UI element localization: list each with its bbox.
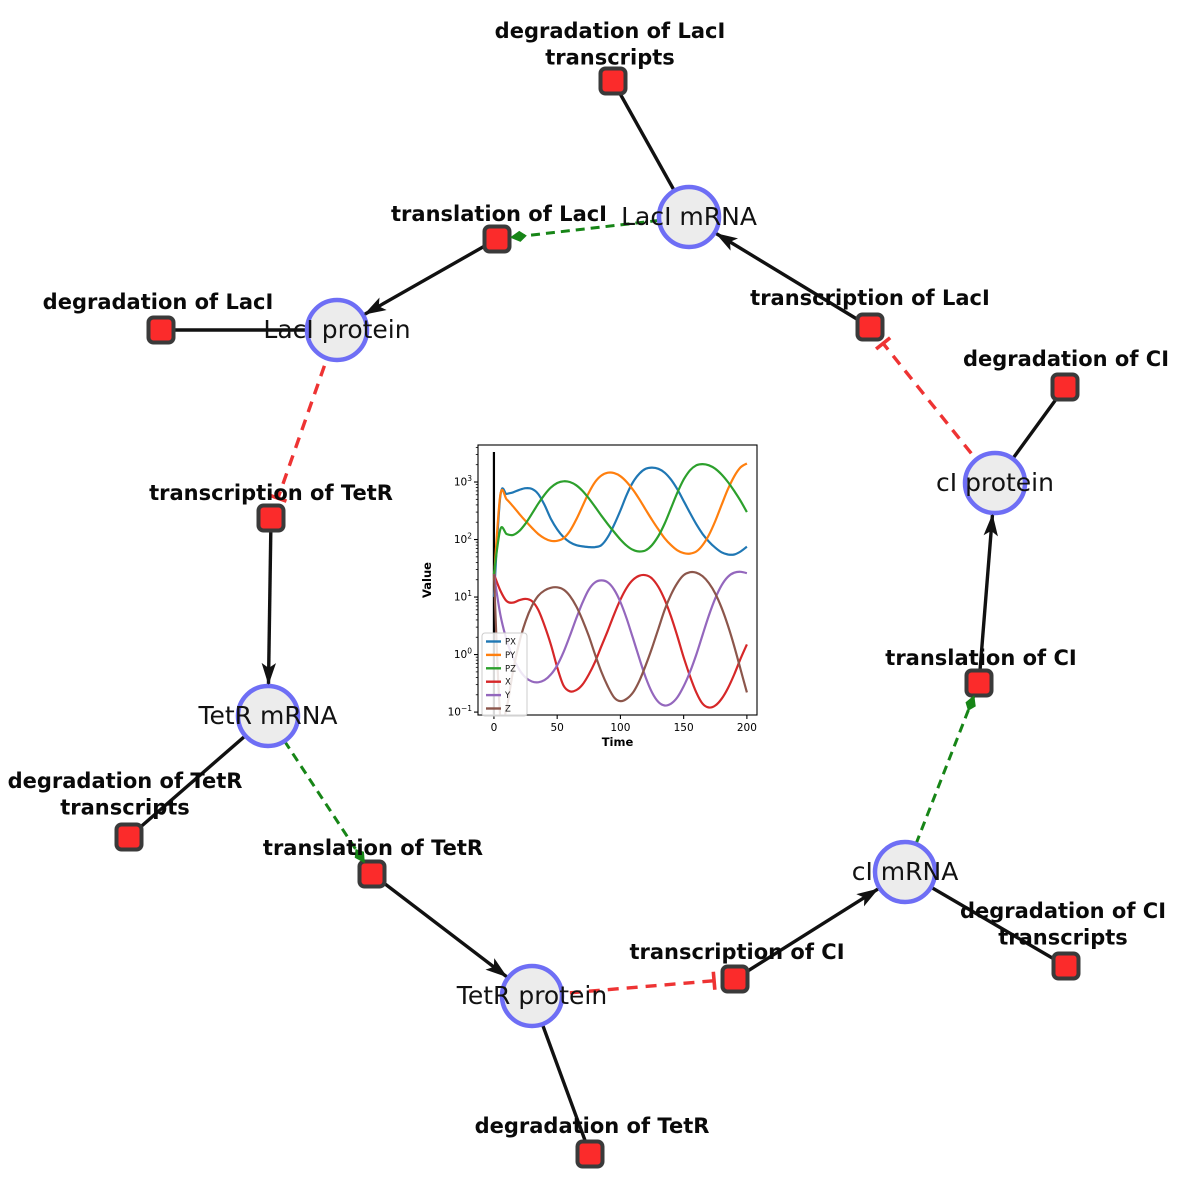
chart-series-Y [492, 570, 748, 707]
reaction-label-degradation_laci_transcripts-line2: transcripts [545, 46, 675, 70]
edge-tetr_protein-transcription_ci-tbar-inhibition [711, 971, 717, 990]
reaction-label-degradation_tetr_transcripts-line1: degradation of TetR [8, 769, 243, 793]
species-node-ci_protein[interactable] [962, 450, 1028, 516]
reaction-node-degradation_laci[interactable] [146, 315, 176, 345]
chart-y-tick-label: 10−1 [448, 704, 473, 719]
reaction-label-translation_ci-line1: translation of CI [885, 646, 1076, 670]
chart-x-tick-label: 50 [550, 722, 563, 734]
species-label-ci_mrna: cI mRNA [852, 857, 959, 886]
reaction-label-transcription_ci-line1: transcription of CI [629, 940, 844, 964]
chart-y-tick-label: 103 [454, 474, 472, 489]
species-node-laci_mrna[interactable] [656, 184, 722, 250]
edge-laci_mrna-translation_laci-modifier-arrowhead [509, 230, 527, 242]
reaction-label-degradation_ci-line1: degradation of CI [963, 347, 1169, 371]
reaction-node-transcription_ci[interactable] [720, 964, 750, 994]
chart-series-PX [492, 466, 748, 598]
inset-chart: 0 50 100 150 200 10−1 100 101 102 103 Time Value PX P… [420, 444, 758, 749]
edge-laci_protein-transcription_tetr-tbar-inhibition [268, 493, 288, 503]
node-layer [114, 66, 1081, 1169]
chart-series-PZ [492, 462, 748, 575]
reaction-node-transcription_laci[interactable] [855, 312, 885, 342]
reaction-label-translation_laci-line1: translation of LacI [391, 202, 607, 226]
reaction-label-degradation_tetr-line1: degradation of TetR [475, 1114, 710, 1138]
edge-tetr_protein-transcription_ci [531, 979, 715, 998]
chart-x-tick-label: 150 [674, 722, 694, 734]
chart-y-tick-label: 100 [454, 647, 472, 662]
reaction-node-degradation_laci_transcripts[interactable] [598, 66, 628, 96]
edge-translation_ci-ci_protein-arrowhead [983, 513, 998, 537]
edge-transcription_ci-ci_mrna-arrowhead [856, 888, 879, 907]
reaction-node-translation_tetr[interactable] [357, 859, 387, 889]
chart-x-tick-label: 0 [491, 722, 498, 734]
species-label-tetr_protein: TetR protein [456, 981, 607, 1010]
species-node-tetr_mrna[interactable] [235, 683, 301, 749]
species-node-laci_protein[interactable] [304, 297, 370, 363]
chart-x-tick-label: 200 [737, 722, 757, 734]
chart-xlabel: Time [602, 735, 634, 749]
legend-label-Z: Z [505, 705, 511, 715]
species-label-laci_protein: LacI protein [263, 315, 410, 344]
edge-translation_laci-laci_protein-arrowhead [363, 297, 387, 315]
reaction-label-degradation_ci_transcripts-line2: transcripts [998, 926, 1128, 950]
reaction-label-transcription_laci-line1: transcription of LacI [750, 286, 990, 310]
legend-label-Y: Y [504, 691, 511, 701]
edge-transcription_laci-laci_mrna-arrowhead [715, 233, 739, 251]
legend-label-PZ: PZ [505, 664, 516, 674]
reaction-node-degradation_tetr[interactable] [575, 1139, 605, 1169]
reaction-label-degradation_laci_transcripts-line1: degradation of LacI [495, 19, 726, 43]
species-node-tetr_protein[interactable] [499, 963, 565, 1029]
edge-transcription_tetr-tetr_mrna-arrowhead [261, 662, 277, 686]
chart-series-Z [492, 570, 748, 715]
reaction-node-degradation_tetr_transcripts[interactable] [114, 822, 144, 852]
reaction-node-translation_laci[interactable] [482, 224, 512, 254]
reaction-label-degradation_laci-line1: degradation of LacI [43, 290, 274, 314]
edge-ci_protein-transcription_laci-tbar-inhibition [874, 336, 892, 351]
reaction-label-translation_tetr-line1: translation of TetR [263, 836, 483, 860]
legend-label-X: X [505, 678, 511, 688]
reaction-label-degradation_tetr_transcripts-line2: transcripts [60, 796, 190, 820]
chart-series-PY [492, 462, 748, 580]
label-layer: LacI mRNA LacI protein TetR mRNA TetR prote… [8, 19, 1169, 1138]
reaction-node-translation_ci[interactable] [964, 668, 994, 698]
edge-translation_tetr-tetr_protein-arrowhead [485, 958, 508, 978]
chart-y-tick-label: 102 [454, 532, 472, 547]
legend-label-PY: PY [505, 651, 516, 661]
chart-x-tick-label: 100 [610, 722, 630, 734]
arrowhead-layer [261, 230, 998, 990]
reaction-node-degradation_ci_transcripts[interactable] [1051, 951, 1081, 981]
reaction-node-transcription_tetr[interactable] [256, 503, 286, 533]
reaction-node-degradation_ci[interactable] [1050, 372, 1080, 402]
edge-tetr_mrna-translation_tetr-modifier-arrowhead [354, 848, 365, 864]
reaction-label-degradation_ci_transcripts-line1: degradation of CI [960, 899, 1166, 923]
species-label-laci_mrna: LacI mRNA [621, 202, 757, 231]
reaction-label-transcription_tetr-line1: transcription of TetR [149, 481, 393, 505]
species-node-ci_mrna[interactable] [872, 839, 938, 905]
chart-y-tick-label: 101 [454, 589, 472, 604]
edge-ci_mrna-translation_ci-modifier-arrowhead [965, 695, 976, 711]
legend-label-PX: PX [505, 638, 516, 648]
species-label-tetr_mrna: TetR mRNA [197, 701, 337, 730]
species-label-ci_protein: cI protein [936, 468, 1054, 497]
chart-ylabel: Value [420, 562, 434, 598]
